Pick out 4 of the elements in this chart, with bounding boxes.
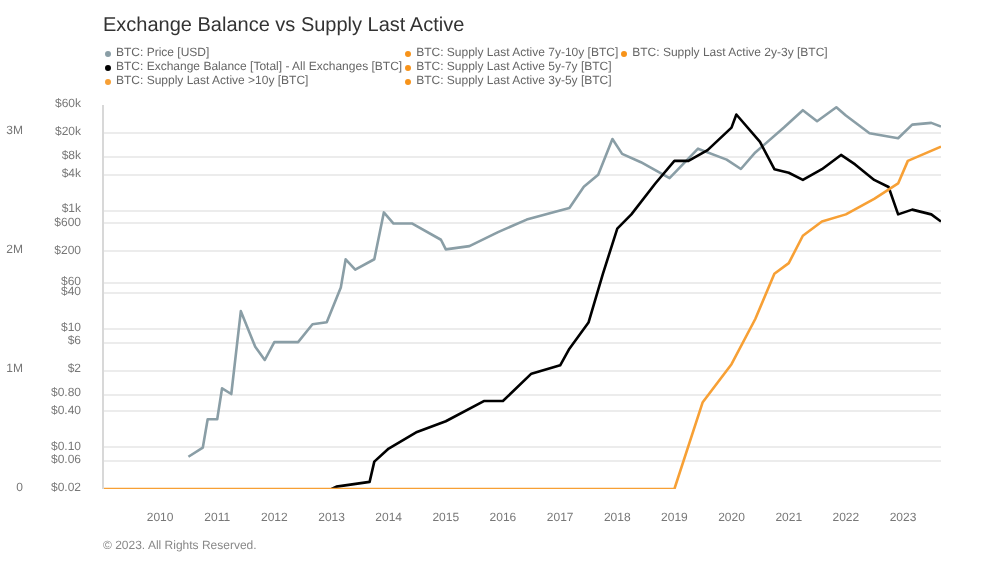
- line-series: [103, 145, 941, 489]
- chart-title: Exchange Balance vs Supply Last Active: [103, 15, 466, 37]
- line-series: [187, 105, 941, 459]
- line-series: [330, 113, 941, 489]
